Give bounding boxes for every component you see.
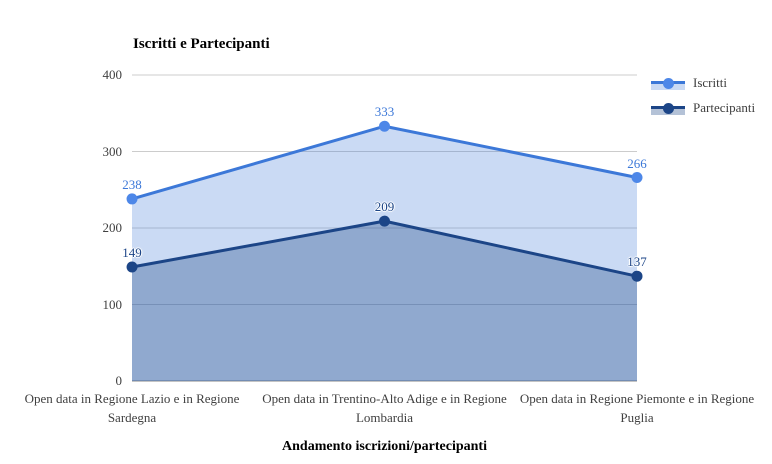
chart-title: Iscritti e Partecipanti (133, 36, 270, 52)
data-label-iscritti: 266 (627, 155, 647, 171)
y-axis-tick-label: 0 (115, 373, 123, 388)
y-axis-tick-label: 100 (102, 296, 123, 312)
legend-item-iscritti: Iscritti (651, 75, 755, 91)
legend-label: Partecipanti (693, 100, 756, 115)
data-point-iscritti (126, 193, 138, 205)
legend: Iscritti Partecipanti (651, 75, 755, 125)
data-point-iscritti (631, 172, 643, 184)
legend-label: Iscritti (693, 75, 727, 90)
x-axis-title: Andamento iscrizioni/partecipanti (282, 439, 487, 454)
legend-item-partecipanti: Partecipanti (651, 100, 755, 116)
x-axis-tick-label: Open data in Trentino-Alto Adige e in Re… (262, 391, 507, 425)
data-label-iscritti: 333 (374, 104, 395, 120)
data-point-partecipanti (631, 270, 643, 282)
series-area-iscritti (132, 126, 637, 381)
y-axis-tick-label: 400 (102, 67, 123, 82)
data-label-iscritti: 238 (122, 176, 142, 192)
data-label-partecipanti: 209 (374, 199, 395, 215)
x-axis-tick-label: Open data in Regione Lazio e in Regione … (24, 391, 240, 425)
legend-point-icon (662, 102, 674, 114)
legend-point-icon (662, 77, 674, 89)
series-area-partecipanti (132, 221, 637, 381)
data-point-partecipanti (126, 261, 138, 273)
legend-marker-icon (651, 101, 685, 115)
legend-marker-icon (651, 76, 685, 90)
data-point-partecipanti (379, 215, 390, 227)
data-point-iscritti (379, 120, 390, 132)
x-axis-tick-label: Open data in Regione Piemonte e in Regio… (519, 391, 755, 425)
data-label-partecipanti: 137 (627, 254, 647, 270)
y-axis-tick-label: 300 (102, 143, 123, 159)
y-axis-tick-label: 200 (102, 220, 123, 235)
data-label-partecipanti: 149 (122, 245, 142, 260)
